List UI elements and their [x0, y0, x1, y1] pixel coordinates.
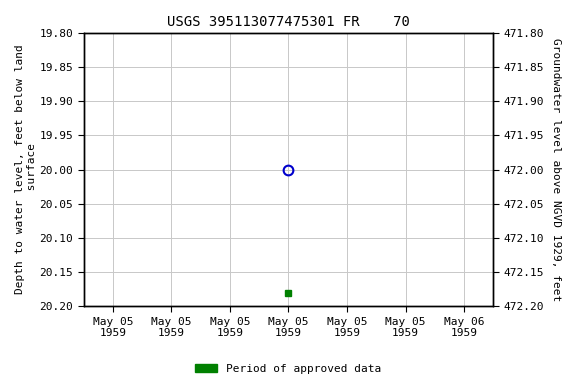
Y-axis label: Groundwater level above NGVD 1929, feet: Groundwater level above NGVD 1929, feet [551, 38, 561, 301]
Y-axis label: Depth to water level, feet below land
 surface: Depth to water level, feet below land su… [15, 45, 37, 295]
Title: USGS 395113077475301 FR    70: USGS 395113077475301 FR 70 [167, 15, 410, 29]
Legend: Period of approved data: Period of approved data [191, 359, 385, 379]
